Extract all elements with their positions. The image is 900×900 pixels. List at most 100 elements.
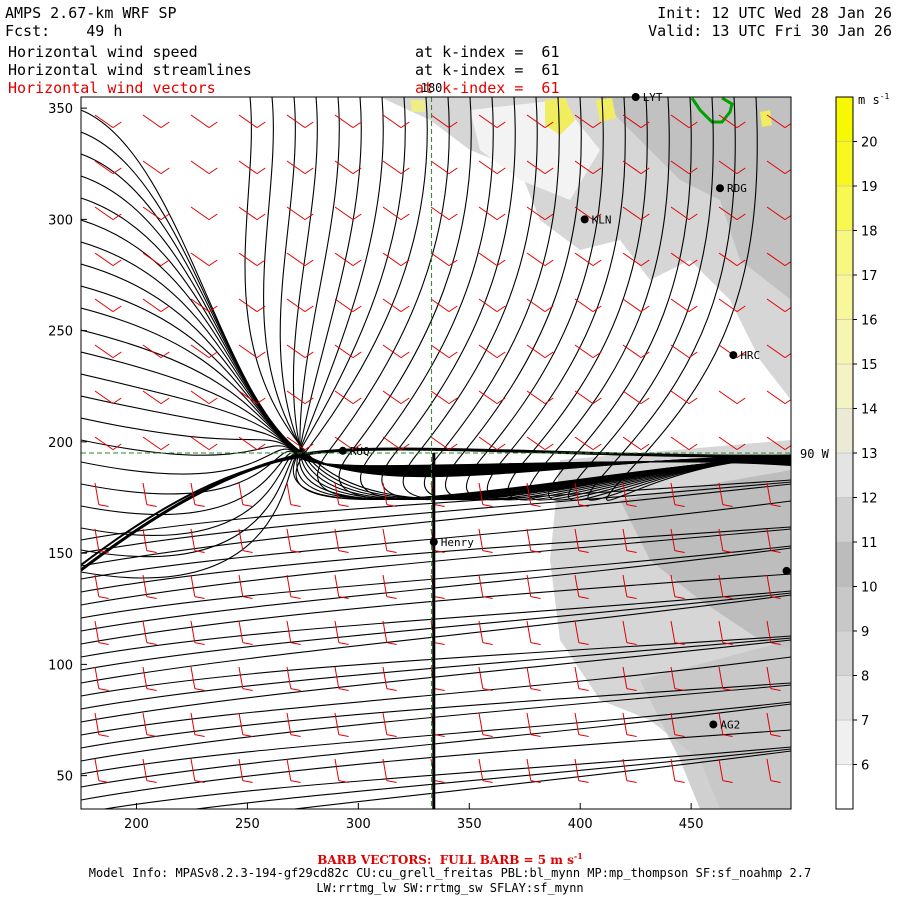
wind-barb-flag bbox=[304, 397, 314, 405]
wind-barb-flag bbox=[482, 504, 493, 508]
wind-barb-flag bbox=[338, 734, 349, 738]
wind-barb bbox=[670, 574, 676, 597]
wind-barb-flag bbox=[544, 305, 554, 313]
wind-barb bbox=[670, 620, 676, 643]
streamline bbox=[338, 97, 791, 500]
barb-note-sup: -1 bbox=[573, 851, 583, 861]
streamline bbox=[81, 635, 791, 697]
streamline bbox=[81, 528, 791, 606]
wind-barb bbox=[574, 390, 594, 405]
wind-barb bbox=[478, 344, 498, 359]
wind-barb bbox=[526, 574, 532, 597]
wind-barb bbox=[238, 298, 258, 313]
wind-barb bbox=[334, 252, 354, 267]
wind-barb bbox=[334, 620, 340, 643]
wind-barb bbox=[718, 252, 738, 267]
wind-barb bbox=[526, 298, 546, 313]
wind-barb bbox=[382, 712, 388, 735]
wind-barb-flag bbox=[640, 213, 650, 221]
wind-barb-flag bbox=[290, 688, 301, 692]
wind-barb bbox=[766, 482, 772, 505]
wind-barb bbox=[622, 528, 628, 551]
wind-barb bbox=[334, 206, 354, 221]
streamline bbox=[81, 590, 791, 658]
wind-barb bbox=[286, 620, 292, 643]
wind-barb bbox=[670, 390, 690, 405]
wind-barb bbox=[478, 390, 498, 405]
wind-barb bbox=[574, 666, 580, 689]
wind-barb-flag bbox=[674, 550, 685, 554]
wind-barb-flag bbox=[544, 443, 554, 451]
wind-barb bbox=[190, 666, 196, 689]
wind-barb bbox=[382, 528, 388, 551]
wind-barb-flag bbox=[736, 167, 746, 175]
wind-barb bbox=[430, 160, 450, 175]
wind-barb bbox=[190, 574, 196, 597]
wind-barb bbox=[286, 482, 292, 505]
wind-barb-flag bbox=[688, 305, 698, 313]
colorbar-swatch bbox=[835, 675, 854, 721]
wind-barb-flag bbox=[688, 259, 698, 267]
wind-barb-flag bbox=[736, 443, 746, 451]
wind-barb bbox=[478, 160, 498, 175]
wind-barb-flag bbox=[592, 397, 602, 405]
wind-barb bbox=[142, 758, 148, 781]
wind-barb-flag bbox=[448, 167, 458, 175]
wind-barb-flag bbox=[674, 642, 685, 646]
wind-barb-flag bbox=[578, 550, 589, 554]
wind-barb-flag bbox=[386, 642, 397, 646]
wind-barb-flag bbox=[592, 305, 602, 313]
wind-barb bbox=[622, 712, 628, 735]
wind-barb-flag bbox=[722, 550, 733, 554]
wind-barb-flag bbox=[434, 504, 445, 508]
wind-barb bbox=[94, 482, 100, 505]
colorbar-swatch bbox=[835, 719, 854, 765]
field-wind-vectors-level: at k-index = 61 bbox=[415, 79, 560, 97]
wind-barb bbox=[286, 344, 306, 359]
streamline bbox=[507, 97, 791, 501]
wind-barb bbox=[670, 114, 690, 129]
wind-barb-flag bbox=[304, 121, 314, 129]
wind-barb bbox=[286, 298, 306, 313]
wind-barb bbox=[478, 298, 498, 313]
wind-barb bbox=[718, 390, 738, 405]
wind-barbs bbox=[94, 114, 791, 784]
wind-barb bbox=[670, 758, 676, 781]
wind-barb-flag bbox=[496, 397, 506, 405]
wind-barb-flag bbox=[640, 259, 650, 267]
wind-barb bbox=[574, 712, 580, 735]
wind-barb-flag bbox=[386, 596, 397, 600]
wind-barb bbox=[142, 528, 148, 551]
colorbar-swatch bbox=[835, 541, 854, 587]
wind-barb bbox=[238, 114, 258, 129]
wind-barb bbox=[574, 758, 580, 781]
wind-barb-flag bbox=[688, 443, 698, 451]
wind-barb bbox=[190, 206, 210, 221]
wind-barb bbox=[142, 712, 148, 735]
wind-barb-flag bbox=[434, 642, 445, 646]
wind-barb-flag bbox=[626, 734, 637, 738]
station-label: RUQ bbox=[350, 445, 370, 458]
wind-barb bbox=[238, 390, 258, 405]
wind-barb-flag bbox=[112, 351, 122, 359]
wind-barb bbox=[286, 758, 292, 781]
wind-barb-flag bbox=[530, 688, 541, 692]
wind-barb-flag bbox=[352, 167, 362, 175]
wind-barb-flag bbox=[626, 780, 637, 784]
wind-barb-flag bbox=[160, 443, 170, 451]
wind-barb bbox=[766, 252, 786, 267]
wind-barb bbox=[94, 712, 100, 735]
wind-barb bbox=[526, 620, 532, 643]
wind-barb bbox=[190, 482, 196, 505]
plot-frame bbox=[80, 96, 792, 810]
wind-barb-flag bbox=[338, 504, 349, 508]
wind-barb bbox=[286, 252, 306, 267]
wind-barb bbox=[718, 574, 724, 597]
wind-barb-flag bbox=[482, 642, 493, 646]
wind-barb-flag bbox=[592, 259, 602, 267]
wind-barb-flag bbox=[722, 596, 733, 600]
streamline bbox=[81, 701, 791, 775]
station-marker bbox=[338, 446, 347, 455]
colorbar-unit: m s-1 bbox=[858, 92, 890, 107]
wind-barb bbox=[574, 344, 594, 359]
